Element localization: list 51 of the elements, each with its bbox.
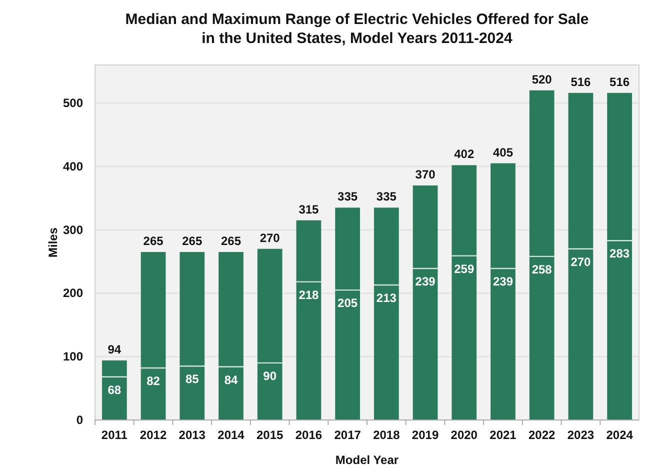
total-label: 94	[108, 342, 122, 356]
total-label: 405	[492, 145, 514, 160]
total-label: 265	[182, 234, 202, 248]
data-label: 68	[108, 382, 122, 397]
y-tick-label: 500	[62, 96, 84, 110]
x-tick-label: 2015	[256, 428, 284, 442]
x-tick-label: 2017	[334, 428, 362, 442]
total-label: 265	[220, 234, 242, 248]
x-tick-label: 2021	[490, 428, 517, 442]
data-label: 90	[263, 368, 277, 383]
x-axis-title: Model Year	[335, 453, 399, 467]
total-label: 402	[454, 147, 474, 162]
x-tick-label: 2013	[178, 428, 206, 442]
data-label: 82	[146, 374, 160, 388]
y-axis-title: Miles	[46, 227, 60, 258]
data-label: 270	[570, 254, 592, 269]
x-tick-label: 2016	[295, 428, 322, 442]
total-label: 335	[338, 190, 358, 204]
data-label: 218	[298, 288, 320, 302]
x-tick-label: 2014	[218, 428, 245, 442]
data-label: 205	[338, 296, 358, 310]
y-tick-label: 400	[62, 159, 84, 174]
total-label: 370	[415, 167, 436, 182]
x-tick-label: 2024	[606, 428, 634, 442]
total-label: 315	[298, 202, 320, 216]
x-tick-label: 2022	[528, 428, 556, 442]
chart-title: Median and Maximum Range of Electric Vehicles Offered for Sale in the United States, Model Years 2011-2024	[125, 11, 589, 47]
total-label: 265	[143, 234, 164, 248]
total-label: 270	[260, 230, 280, 245]
x-tick-label: 2012	[140, 428, 167, 442]
data-label: 239	[492, 274, 514, 288]
data-label: 213	[376, 290, 397, 305]
y-tick-label: 100	[62, 350, 84, 364]
data-label: 259	[454, 262, 474, 276]
data-label: 258	[532, 262, 552, 276]
data-label: 239	[415, 274, 436, 288]
y-tick-label: 300	[62, 222, 84, 237]
x-tick-label: 2023	[567, 428, 594, 442]
total-label: 516	[570, 74, 592, 89]
total-label: 520	[532, 72, 552, 86]
x-tick-label: 2011	[101, 428, 128, 442]
x-tick-label: 2020	[450, 428, 478, 442]
data-label: 283	[610, 246, 630, 261]
data-label: 85	[185, 372, 200, 386]
total-label: 516	[610, 74, 630, 89]
data-label: 84	[224, 372, 238, 387]
y-tick-label: 0	[76, 413, 84, 427]
y-tick-label: 200	[62, 286, 84, 300]
x-tick-label: 2018	[373, 428, 400, 442]
x-tick-label: 2019	[412, 428, 439, 442]
total-label: 335	[376, 190, 397, 204]
